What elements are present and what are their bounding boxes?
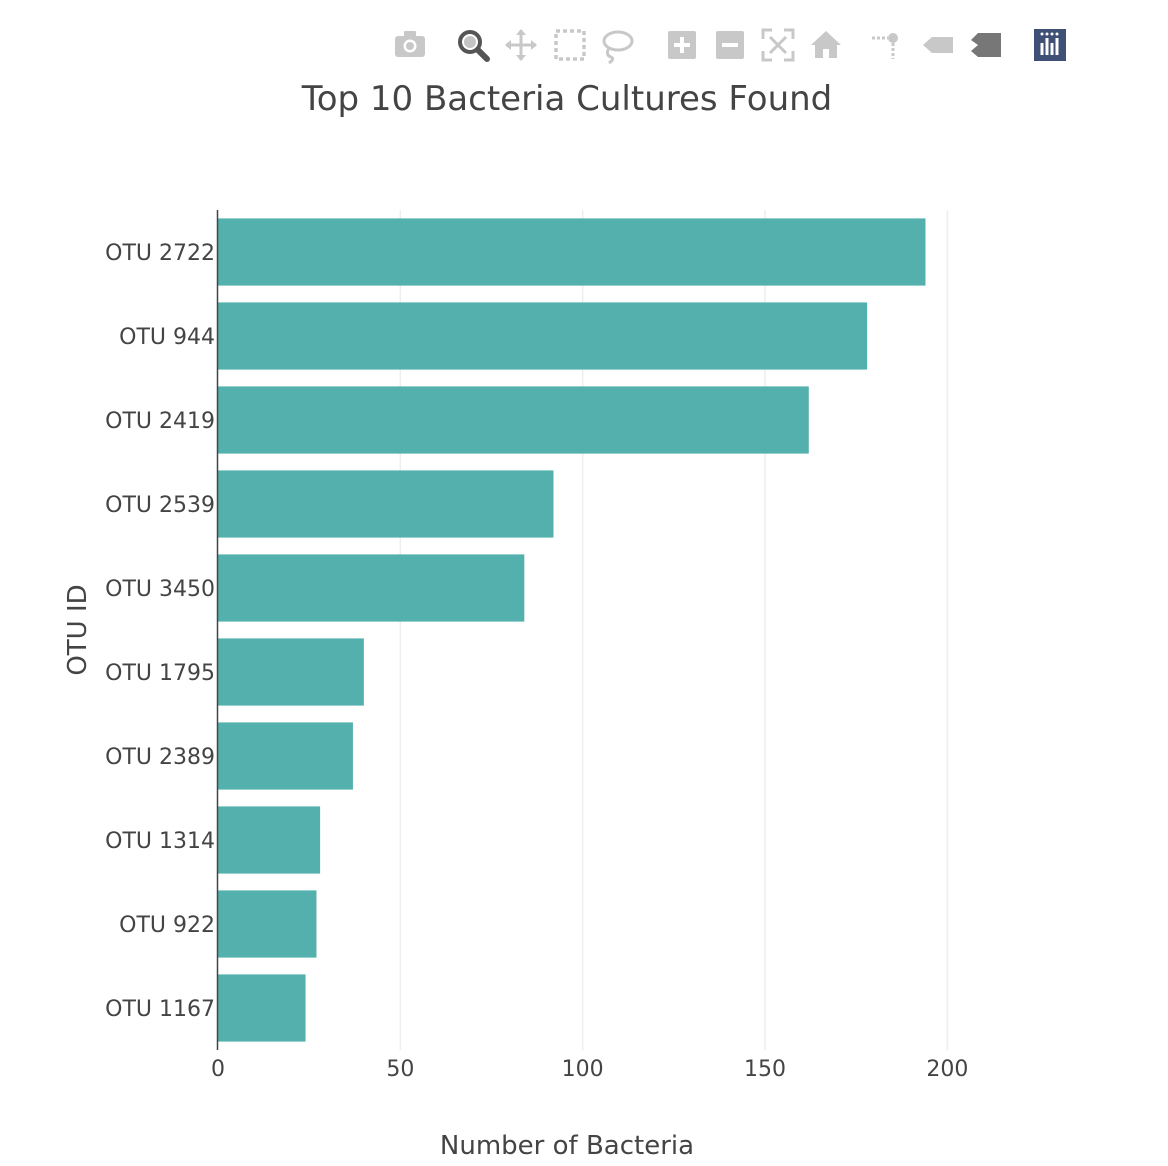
pan-icon[interactable] — [505, 29, 537, 61]
x-tick-label: 100 — [562, 1057, 604, 1082]
bar[interactable] — [218, 386, 809, 454]
bar[interactable] — [218, 974, 306, 1042]
y-tick-label: OTU 944 — [119, 325, 215, 350]
zoom-icon[interactable] — [458, 30, 490, 62]
bar[interactable] — [218, 638, 364, 706]
bar[interactable] — [218, 806, 321, 874]
chart-title: Top 10 Bacteria Cultures Found — [301, 79, 833, 119]
camera-icon[interactable] — [395, 31, 425, 57]
x-tick-label: 50 — [386, 1057, 414, 1082]
x-tick-labels: 0 50 100 150 200 — [211, 1057, 968, 1082]
spike-lines-icon[interactable] — [872, 33, 898, 59]
bars — [218, 218, 926, 1042]
bar[interactable] — [218, 554, 525, 622]
bar[interactable] — [218, 218, 926, 286]
x-tick-label: 0 — [211, 1057, 225, 1082]
y-tick-label: OTU 3450 — [105, 577, 215, 602]
plotly-logo-icon[interactable] — [1034, 29, 1066, 61]
y-tick-label: OTU 2539 — [105, 493, 215, 518]
bar[interactable] — [218, 722, 353, 790]
zoom-out-icon[interactable] — [716, 31, 744, 59]
box-select-icon[interactable] — [554, 29, 586, 61]
bar[interactable] — [218, 302, 868, 370]
autoscale-icon[interactable] — [761, 28, 795, 62]
y-tick-label: OTU 2419 — [105, 409, 215, 434]
y-tick-label: OTU 922 — [119, 913, 215, 938]
y-tick-labels: OTU 2722 OTU 944 OTU 2419 OTU 2539 OTU 3450 O… — [105, 241, 215, 1022]
bar[interactable] — [218, 890, 317, 958]
zoom-in-icon[interactable] — [668, 31, 696, 59]
y-tick-label: OTU 2389 — [105, 745, 215, 770]
lasso-select-icon[interactable] — [602, 30, 634, 65]
modebar — [395, 28, 1066, 65]
y-tick-label: OTU 2722 — [105, 241, 215, 266]
hover-compare-icon[interactable] — [971, 33, 1001, 57]
x-tick-label: 200 — [926, 1057, 968, 1082]
x-tick-label: 150 — [744, 1057, 786, 1082]
y-tick-label: OTU 1314 — [105, 829, 215, 854]
reset-axes-icon[interactable] — [811, 31, 841, 58]
x-axis-title: Number of Bacteria — [440, 1131, 694, 1161]
y-tick-label: OTU 1167 — [105, 997, 215, 1022]
y-tick-label: OTU 1795 — [105, 661, 215, 686]
y-axis-title: OTU ID — [63, 584, 93, 675]
bar[interactable] — [218, 470, 554, 538]
hover-closest-icon[interactable] — [923, 37, 953, 53]
